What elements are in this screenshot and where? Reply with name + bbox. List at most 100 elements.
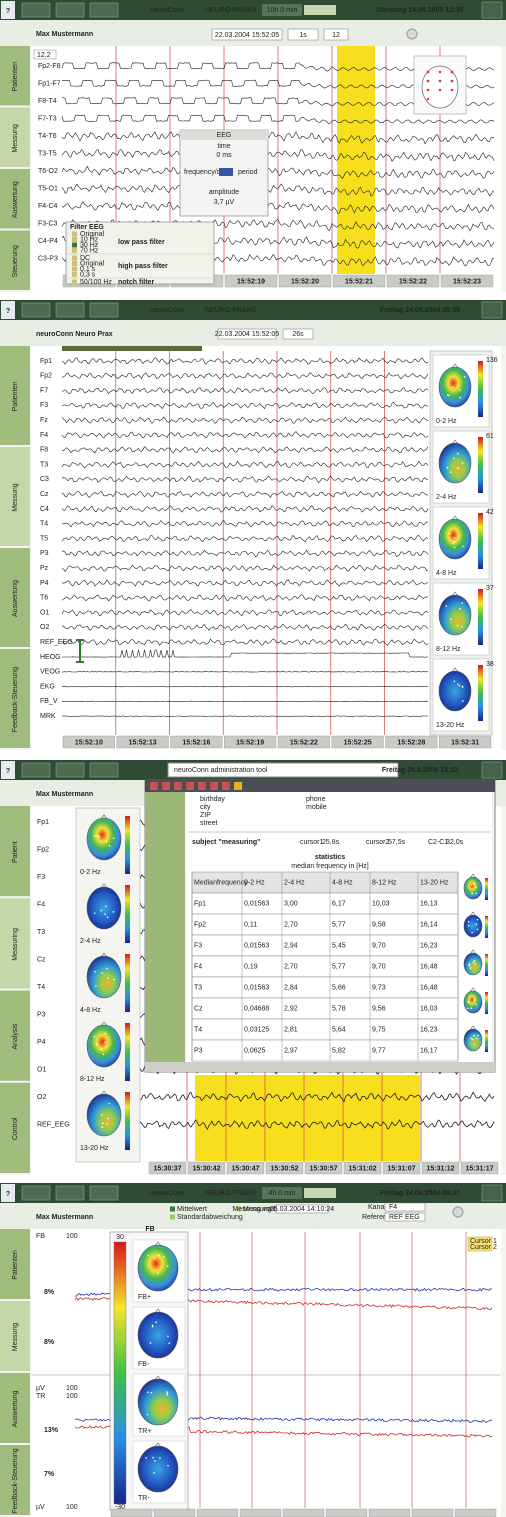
filter-group-label: high pass filter xyxy=(118,263,168,270)
sidebar-tab[interactable] xyxy=(0,990,30,1081)
gain-box[interactable] xyxy=(323,28,349,41)
color-scale xyxy=(485,878,488,900)
scale-label: µV xyxy=(36,1504,45,1511)
form-label: Referenz xyxy=(362,1214,391,1221)
channel-label: VEOG xyxy=(40,669,60,676)
head-map xyxy=(438,594,472,636)
sidebar-tab[interactable] xyxy=(0,548,30,647)
toolbar-button[interactable] xyxy=(55,302,85,318)
filter-option-box[interactable] xyxy=(72,231,77,237)
sidebar-tab[interactable] xyxy=(0,230,30,291)
filter-option-box[interactable] xyxy=(72,237,77,242)
sidebar-tab[interactable] xyxy=(0,1082,30,1173)
time-label: 15:52:20 xyxy=(291,278,319,285)
toolbar-icon[interactable] xyxy=(210,782,218,790)
filter-option: 0,3 s xyxy=(80,271,96,278)
electrode xyxy=(104,913,106,916)
time-label: 15:52:22 xyxy=(399,278,427,285)
help-button[interactable] xyxy=(1,761,15,779)
filter-option-box[interactable] xyxy=(72,272,77,277)
reference-select[interactable] xyxy=(384,1212,426,1222)
map-label: 8-12 Hz xyxy=(436,646,461,653)
sidebar-tab[interactable] xyxy=(0,1301,30,1371)
record-button[interactable] xyxy=(452,1206,464,1218)
montage-select[interactable] xyxy=(33,49,57,60)
montage: 12.2 xyxy=(37,52,51,59)
close-button[interactable] xyxy=(481,761,503,779)
toolbar-icon[interactable] xyxy=(234,782,242,790)
toolbar-button[interactable] xyxy=(21,302,51,318)
toolbar-icon[interactable] xyxy=(174,782,182,790)
toolbar-icon[interactable] xyxy=(162,782,170,790)
toolbar-button[interactable] xyxy=(55,1185,85,1201)
electrode xyxy=(147,1391,149,1394)
toolbar-button[interactable] xyxy=(89,762,119,778)
electrode xyxy=(450,79,454,83)
sidebar-tab[interactable] xyxy=(0,46,30,106)
toolbar-button[interactable] xyxy=(89,1185,119,1201)
filter-option-box[interactable] xyxy=(72,242,77,248)
toolbar-icon[interactable] xyxy=(198,782,206,790)
electrode xyxy=(472,961,475,964)
electrode xyxy=(438,79,442,83)
table-cell: 0,04688 xyxy=(244,1005,269,1012)
sidebar-tab[interactable] xyxy=(0,107,30,168)
channel-label: Fp1-F7 xyxy=(38,80,61,87)
toolbar-icon[interactable] xyxy=(150,782,158,790)
toolbar-button[interactable] xyxy=(21,2,51,18)
filter-option-box[interactable] xyxy=(72,255,77,261)
filter-option-box[interactable] xyxy=(72,279,77,285)
electrode xyxy=(461,602,464,604)
eeg-trace xyxy=(61,148,495,162)
product-name: NEURO PRAX® xyxy=(205,306,257,314)
close-button[interactable] xyxy=(481,1,503,19)
highlight-band xyxy=(337,46,375,274)
electrode xyxy=(453,541,456,543)
sidebar-tab[interactable] xyxy=(0,806,30,897)
electrode xyxy=(462,545,464,548)
dialog-value: 3,7 µV xyxy=(214,199,235,206)
sidebar-tab[interactable] xyxy=(0,898,30,989)
toolbar-button[interactable] xyxy=(55,2,85,18)
speed-box[interactable] xyxy=(287,28,319,41)
channel-select[interactable] xyxy=(384,1202,426,1212)
close-button[interactable] xyxy=(481,1184,503,1202)
sidebar-tab[interactable] xyxy=(0,1373,30,1443)
table-cell: F3 xyxy=(194,942,202,949)
help-button[interactable] xyxy=(1,301,15,319)
sidebar-tab[interactable] xyxy=(0,447,30,546)
toolbar-button[interactable] xyxy=(21,762,51,778)
channel-label: Fp1 xyxy=(40,358,52,365)
toolbar-icon[interactable] xyxy=(186,782,194,790)
toolbar-button[interactable] xyxy=(21,1185,51,1201)
sidebar-tab[interactable] xyxy=(0,649,30,748)
scale-label: FB xyxy=(36,1233,45,1240)
sidebar-tab[interactable] xyxy=(0,1445,30,1515)
speed-box[interactable] xyxy=(282,328,314,340)
sidebar-tab[interactable] xyxy=(0,346,30,445)
head-map xyxy=(438,518,472,560)
filter-option-box[interactable] xyxy=(72,248,77,253)
electrode xyxy=(167,1335,169,1338)
filter-option-box[interactable] xyxy=(72,261,77,266)
toolbar-button[interactable] xyxy=(55,762,85,778)
toolbar-button[interactable] xyxy=(89,302,119,318)
product-name: NEURO PRAX® xyxy=(205,1189,257,1197)
admin-sidebar xyxy=(145,792,185,1072)
eeg-trace xyxy=(61,490,429,498)
sidebar-tab[interactable] xyxy=(0,1229,30,1299)
help-button[interactable] xyxy=(1,1,15,19)
electrode xyxy=(477,1034,479,1037)
channel-label: Fp1 xyxy=(37,819,49,826)
toolbar-icon[interactable] xyxy=(222,782,230,790)
record-button[interactable] xyxy=(406,28,418,40)
duration: 4h 0 min xyxy=(269,1190,296,1197)
electrode xyxy=(93,912,96,914)
eeg-trace xyxy=(139,1119,495,1130)
filter-option-box[interactable] xyxy=(72,266,77,272)
close-button[interactable] xyxy=(481,301,503,319)
help-button[interactable] xyxy=(1,1184,15,1202)
electrode xyxy=(106,1123,108,1125)
sidebar-tab[interactable] xyxy=(0,169,30,229)
toolbar-button[interactable] xyxy=(89,2,119,18)
